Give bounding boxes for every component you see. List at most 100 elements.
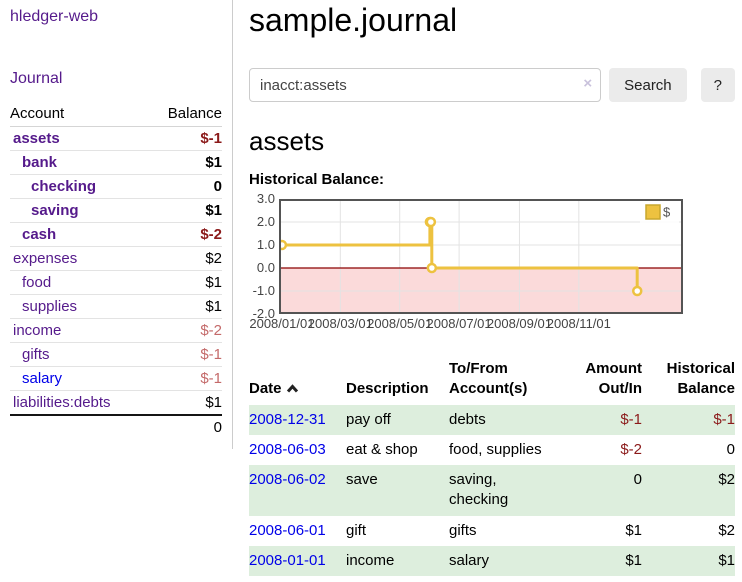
x-axis-label: 2008/11/01 <box>546 316 611 331</box>
app-title-link[interactable]: hledger-web <box>10 8 99 25</box>
register-row: 2008-06-02 save saving, checking 0 $2 <box>249 465 735 516</box>
transaction-amount: $-1 <box>620 410 642 428</box>
transaction-accounts: saving, checking <box>449 471 509 509</box>
accounts-col-account: Account <box>10 102 148 127</box>
search-input[interactable] <box>249 68 602 102</box>
x-axis-label: 2008/03/01 <box>307 316 373 331</box>
chart-title: Historical Balance: <box>249 171 385 188</box>
y-axis-label: 0.0 <box>256 260 275 275</box>
account-row: expenses $2 <box>10 246 222 271</box>
accounts-total-row: 0 <box>10 414 222 439</box>
transaction-balance: $2 <box>718 471 735 488</box>
account-balance: $1 <box>147 198 222 223</box>
x-axis-label: 2008/09/01 <box>486 316 552 331</box>
account-link[interactable]: checking <box>31 178 97 195</box>
register-row: 2008-06-01 gift gifts $1 $2 <box>249 516 735 546</box>
sort-ascending-icon <box>286 379 299 399</box>
transaction-amount: $-2 <box>620 440 642 458</box>
transaction-date-link[interactable]: 2008-06-01 <box>249 521 326 539</box>
transaction-date-link[interactable]: 2008-01-01 <box>249 551 326 569</box>
accounts-total-value: 0 <box>147 414 222 439</box>
y-axis-label: 1.0 <box>256 237 275 252</box>
account-link[interactable]: income <box>13 322 62 339</box>
register-table: Date Description To/From Account(s) Amou… <box>249 357 735 576</box>
account-row: food $1 <box>10 270 222 295</box>
account-balance: $1 <box>147 150 222 175</box>
account-balance: $-1 <box>147 342 222 367</box>
account-link[interactable]: gifts <box>22 346 50 363</box>
transaction-description: income <box>346 551 395 569</box>
accounts-body: assets $-1 bank $1 checking 0 saving $1 cash $-2 e… <box>10 126 222 416</box>
account-link[interactable]: liabilities:debts <box>13 394 111 411</box>
transaction-accounts: debts <box>449 410 486 428</box>
help-button[interactable]: ? <box>700 68 735 102</box>
main-content: sample.journal × Search ? assets Histori… <box>233 0 742 576</box>
register-row: 2008-06-03 eat & shop food, supplies $-2 0 <box>249 435 735 465</box>
account-balance: $-1 <box>147 126 222 151</box>
search-form: × Search ? <box>249 68 735 102</box>
account-row: liabilities:debts $1 <box>10 390 222 416</box>
register-col-date[interactable]: Date <box>249 357 346 405</box>
transaction-accounts: salary <box>449 551 490 569</box>
page-title: sample.journal <box>249 2 458 38</box>
account-link[interactable]: cash <box>22 226 57 243</box>
transaction-date-link[interactable]: 2008-12-31 <box>249 410 326 428</box>
register-col-amount: Amount Out/In <box>585 360 642 398</box>
search-button[interactable]: Search <box>609 68 687 102</box>
account-row: gifts $-1 <box>10 342 222 367</box>
transaction-accounts: gifts <box>449 521 477 539</box>
transaction-amount: 0 <box>633 471 642 488</box>
y-axis-label: 3.0 <box>256 191 275 206</box>
account-link[interactable]: saving <box>31 202 79 219</box>
transaction-balance: $1 <box>718 551 735 569</box>
svg-text:$: $ <box>663 205 671 220</box>
account-heading: assets <box>249 126 325 156</box>
transaction-description: pay off <box>346 410 391 428</box>
account-balance: $2 <box>147 246 222 271</box>
account-balance: $1 <box>147 294 222 319</box>
accounts-table: Account Balance assets $-1 bank $1 checking 0… <box>10 102 222 439</box>
search-input-wrap: × <box>249 68 602 102</box>
account-link[interactable]: assets <box>13 130 60 147</box>
account-balance: $-1 <box>147 366 222 391</box>
transaction-date-link[interactable]: 2008-06-02 <box>249 471 326 488</box>
account-balance: $1 <box>147 390 222 416</box>
transaction-amount: $1 <box>625 551 642 569</box>
clear-search-icon[interactable]: × <box>583 75 593 92</box>
account-link[interactable]: expenses <box>13 250 78 267</box>
sidebar: hledger-web Journal Account Balance asse… <box>0 0 233 449</box>
y-axis-label: 2.0 <box>256 214 275 229</box>
register-col-accounts: To/From Account(s) <box>449 360 528 398</box>
transaction-date-link[interactable]: 2008-06-03 <box>249 440 326 458</box>
account-link[interactable]: salary <box>22 370 63 387</box>
transaction-accounts: food, supplies <box>449 440 542 458</box>
transaction-balance: $2 <box>718 521 735 539</box>
x-axis-label: 2008/01/01 <box>249 316 315 331</box>
register-row: 2008-01-01 income salary $1 $1 <box>249 545 735 576</box>
register-row: 2008-12-31 pay off debts $-1 $-1 <box>249 404 735 435</box>
account-row: salary $-1 <box>10 366 222 391</box>
transaction-description: save <box>346 471 378 488</box>
register-col-balance: Historical Balance <box>666 360 735 398</box>
transaction-amount: $1 <box>625 521 642 539</box>
transaction-description: gift <box>346 521 367 539</box>
account-balance: $-2 <box>147 222 222 247</box>
account-row: cash $-2 <box>10 222 222 247</box>
transaction-balance: $-1 <box>713 410 735 428</box>
balance-chart-plot[interactable]: $ <box>279 199 683 314</box>
account-row: assets $-1 <box>10 126 222 151</box>
sidebar-item-journal[interactable]: Journal <box>10 70 63 87</box>
account-link[interactable]: food <box>22 274 52 291</box>
register-body: 2008-12-31 pay off debts $-1 $-1 2008-06-03 ea… <box>249 404 735 576</box>
balance-chart: $ 3.0 2.0 1.0 0.0 -1.0 -2.0 2008/01/01 2008/03/… <box>249 191 735 337</box>
y-axis-label: -2.0 <box>252 306 275 321</box>
account-row: supplies $1 <box>10 294 222 319</box>
transaction-description: eat & shop <box>346 440 418 458</box>
account-link[interactable]: supplies <box>22 298 78 315</box>
x-axis-label: 2008/05/01 <box>367 316 433 331</box>
account-balance: $1 <box>147 270 222 295</box>
account-row: bank $1 <box>10 150 222 175</box>
accounts-col-balance: Balance <box>147 102 222 127</box>
account-balance: $-2 <box>147 318 222 343</box>
account-link[interactable]: bank <box>22 154 58 171</box>
